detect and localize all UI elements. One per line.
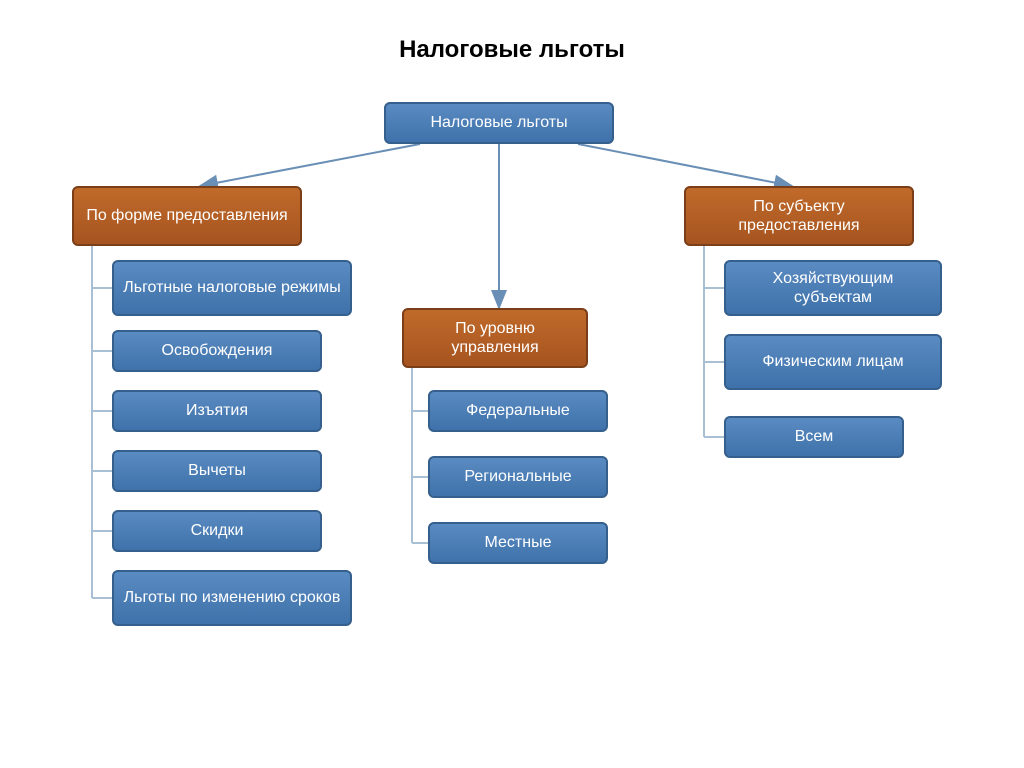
node-l1: Федеральные	[428, 390, 608, 432]
node-catForm: По форме предоставления	[72, 186, 302, 246]
node-catLvl: По уровню управления	[402, 308, 588, 368]
node-s1: Хозяйствующим субъектам	[724, 260, 942, 316]
node-f6: Льготы по изменению сроков	[112, 570, 352, 626]
diagram-title: Налоговые льготы	[399, 36, 625, 64]
node-f2: Освобождения	[112, 330, 322, 372]
node-catSubj: По субъекту предоставления	[684, 186, 914, 246]
node-f5: Скидки	[112, 510, 322, 552]
node-root: Налоговые льготы	[384, 102, 614, 144]
node-f4: Вычеты	[112, 450, 322, 492]
node-f3: Изъятия	[112, 390, 322, 432]
node-s2: Физическим лицам	[724, 334, 942, 390]
node-s3: Всем	[724, 416, 904, 458]
arrow-2	[578, 144, 792, 186]
arrow-0	[200, 144, 420, 186]
node-f1: Льготные налоговые режимы	[112, 260, 352, 316]
node-l2: Региональные	[428, 456, 608, 498]
node-l3: Местные	[428, 522, 608, 564]
